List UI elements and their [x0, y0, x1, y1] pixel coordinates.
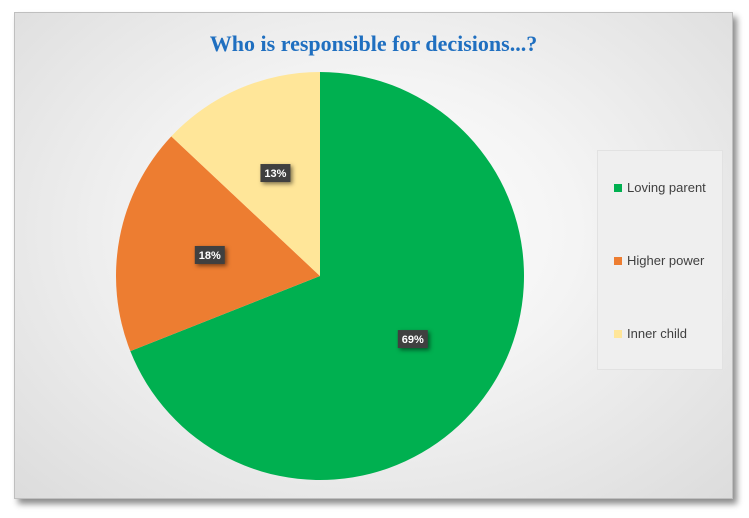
data-label-box: [397, 330, 428, 349]
legend-item-higher-power: Higher power: [614, 253, 704, 268]
legend: Loving parent Higher power Inner child: [597, 150, 723, 370]
data-label-loving-parent: 69%: [397, 330, 428, 349]
legend-swatch-inner-child: [614, 329, 622, 338]
pie-slice-higher-power: [116, 136, 320, 352]
legend-item-loving-parent: Loving parent: [614, 180, 706, 195]
legend-swatch-loving-parent: [614, 183, 622, 192]
pie-chart: 69% 18% 13%: [116, 72, 524, 480]
pie-slice-inner-child: [171, 72, 320, 276]
data-label-box: [260, 164, 291, 183]
data-label-text: 69%: [402, 334, 424, 346]
data-label-higher-power: 18%: [194, 245, 225, 264]
legend-item-inner-child: Inner child: [614, 326, 687, 341]
data-label-box: [194, 245, 225, 264]
legend-label: Higher power: [627, 253, 705, 268]
chart-title: Who is responsible for decisions...?: [209, 31, 538, 56]
legend-swatch-higher-power: [614, 256, 622, 265]
legend-label: Inner child: [627, 326, 687, 341]
data-label-text: 13%: [264, 168, 286, 180]
pie-slice-loving-parent: [130, 72, 524, 480]
data-label-text: 18%: [199, 250, 221, 262]
legend-label: Loving parent: [627, 180, 706, 195]
chart-area: Who is responsible for decisions...? 69%…: [14, 12, 733, 499]
data-label-inner-child: 13%: [260, 164, 291, 183]
